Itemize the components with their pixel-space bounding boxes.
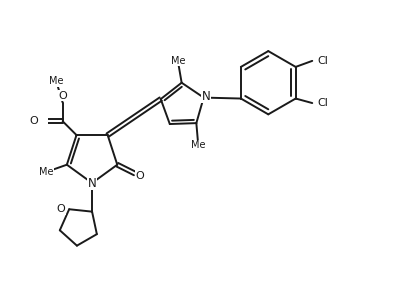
Text: O: O bbox=[57, 204, 66, 214]
Text: Cl: Cl bbox=[318, 98, 328, 108]
Text: N: N bbox=[88, 177, 96, 189]
Text: O: O bbox=[135, 171, 144, 181]
Text: Me: Me bbox=[191, 140, 205, 150]
Text: O: O bbox=[58, 91, 67, 101]
Text: Me: Me bbox=[172, 56, 186, 66]
Text: N: N bbox=[202, 90, 211, 102]
Text: O: O bbox=[29, 116, 38, 126]
Text: Me: Me bbox=[39, 167, 53, 177]
Text: Cl: Cl bbox=[318, 56, 328, 66]
Text: Me: Me bbox=[49, 77, 64, 87]
